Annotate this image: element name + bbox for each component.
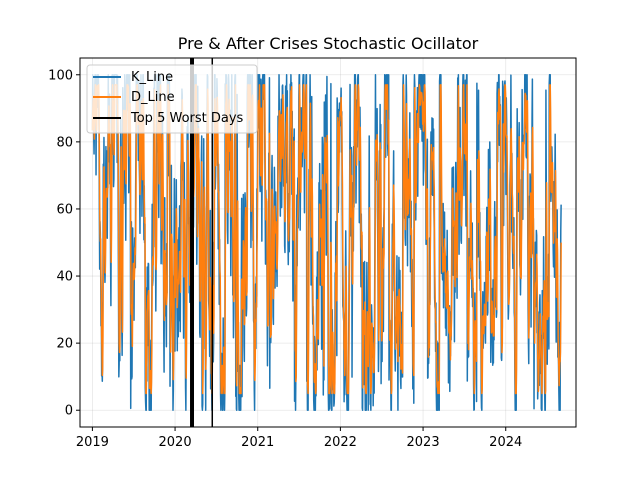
x-tick-label: 2022 [324,435,357,450]
y-tick-label: 80 [56,135,73,150]
x-tick-label: 2019 [76,435,109,450]
d-line-series [91,84,562,395]
legend: K_Line D_Line Top 5 Worst Days [86,64,258,134]
y-tick-label: 60 [56,202,73,217]
legend-box [86,64,258,134]
x-tick-label: 2024 [489,435,522,450]
y-tick-label: 100 [48,68,73,83]
x-axis: 2019 2020 2021 2022 2023 2024 [76,427,522,450]
x-tick-label: 2023 [407,435,440,450]
y-tick-label: 40 [56,270,73,285]
x-tick-label: 2020 [159,435,192,450]
d-line-path [91,84,562,395]
plot-frame [79,57,577,428]
legend-label-d-line: D_Line [131,90,175,105]
x-tick-label: 2021 [241,435,274,450]
y-axis: 0 20 40 60 80 100 [48,68,80,419]
y-tick-label: 20 [56,337,73,352]
legend-label-worst-days: Top 5 Worst Days [130,111,244,126]
legend-label-k-line: K_Line [131,70,173,85]
y-tick-label: 0 [65,404,73,419]
chart-title: Pre & After Crises Stochastic Ocillator [178,34,479,53]
